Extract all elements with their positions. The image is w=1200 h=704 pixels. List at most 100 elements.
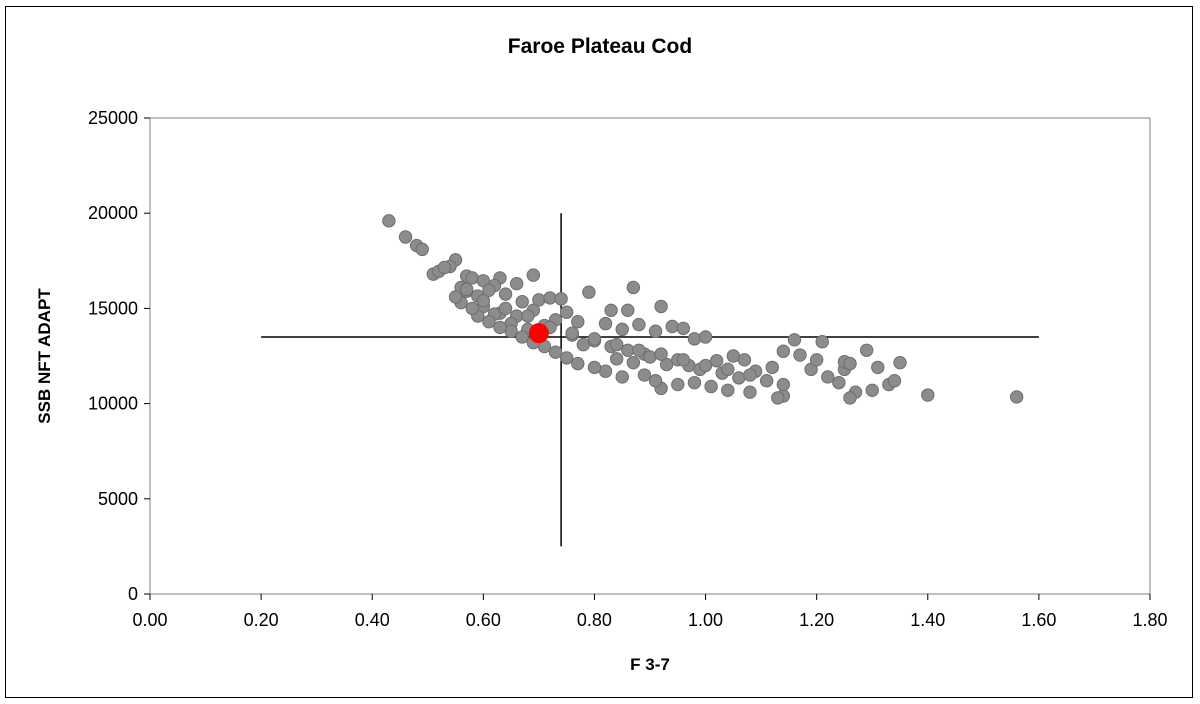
- data-point: [704, 379, 718, 394]
- data-point: [654, 299, 668, 314]
- data-point: [465, 301, 479, 316]
- y-tick-label: 10000: [88, 394, 138, 414]
- data-point: [526, 268, 541, 282]
- data-point: [448, 290, 463, 304]
- data-point: [576, 337, 591, 352]
- data-point: [598, 364, 613, 378]
- data-point: [632, 317, 646, 332]
- data-point: [548, 345, 563, 359]
- data-point: [482, 283, 496, 298]
- data-point: [615, 322, 629, 337]
- data-point: [609, 352, 624, 366]
- data-point: [632, 343, 646, 357]
- data-point: [793, 348, 807, 362]
- data-point: [437, 260, 452, 275]
- data-point: [776, 344, 791, 358]
- data-point: [726, 349, 741, 363]
- data-point: [721, 362, 735, 377]
- data-point: [671, 377, 685, 392]
- data-point: [459, 282, 474, 297]
- data-point: [482, 315, 496, 329]
- y-tick-label: 20000: [88, 203, 138, 223]
- data-point: [465, 271, 479, 285]
- data-point: [859, 343, 874, 357]
- data-point: [759, 374, 774, 388]
- data-point: [509, 276, 524, 291]
- x-tick-label: 1.60: [1021, 610, 1056, 630]
- data-point: [732, 371, 746, 385]
- data-point: [787, 333, 802, 347]
- data-point: [698, 358, 713, 373]
- y-tick-label: 25000: [88, 108, 138, 128]
- data-point: [659, 357, 674, 372]
- x-tick-label: 1.20: [799, 610, 834, 630]
- data-point: [687, 375, 702, 390]
- data-point: [571, 356, 585, 371]
- data-point: [709, 354, 724, 368]
- data-point: [615, 370, 629, 384]
- data-point: [621, 303, 635, 318]
- data-point: [515, 295, 529, 309]
- data-point: [587, 332, 602, 346]
- reference-lines: [261, 213, 1039, 547]
- data-point: [515, 330, 529, 344]
- x-tick-label: 1.40: [910, 610, 945, 630]
- data-point: [493, 320, 507, 335]
- data-point: [676, 321, 691, 336]
- data-point: [637, 368, 652, 382]
- data-points: [382, 214, 1024, 405]
- data-point: [626, 280, 641, 295]
- data-point: [698, 330, 713, 344]
- data-point: [648, 324, 663, 338]
- data-point: [1009, 390, 1024, 404]
- data-point: [648, 374, 663, 388]
- data-point: [737, 353, 752, 367]
- y-axis-title: SSB NFT ADAPT: [35, 288, 54, 424]
- data-point: [765, 360, 779, 375]
- data-point: [598, 316, 613, 331]
- data-point: [643, 350, 657, 364]
- y-tick-label: 5000: [98, 489, 138, 509]
- x-axis-title: F 3-7: [630, 655, 670, 674]
- data-point: [559, 305, 574, 319]
- data-point: [687, 332, 702, 346]
- estimate-point-group: [528, 323, 549, 344]
- chart-title: Faroe Plateau Cod: [508, 35, 692, 58]
- data-point: [821, 370, 835, 384]
- data-point: [504, 324, 518, 338]
- x-axis: 0.00 0.20 0.40 0.60 0.80 1.00 1.20 1.40 1.60 1.80: [132, 594, 1168, 630]
- data-point: [565, 326, 579, 340]
- data-point: [559, 351, 574, 365]
- data-point: [621, 343, 635, 357]
- data-point: [721, 383, 735, 397]
- data-point: [587, 360, 602, 375]
- data-point: [498, 301, 513, 316]
- data-point: [843, 356, 857, 371]
- x-tick-label: 0.00: [132, 610, 167, 630]
- y-tick-label: 15000: [88, 298, 138, 318]
- data-point: [609, 337, 624, 352]
- data-point: [832, 375, 846, 390]
- data-point: [604, 303, 618, 318]
- data-point: [521, 309, 535, 323]
- data-point: [654, 347, 668, 361]
- data-point: [571, 315, 585, 329]
- data-point: [743, 368, 757, 382]
- data-point: [743, 385, 757, 399]
- data-point: [676, 353, 691, 367]
- data-point: [776, 377, 791, 392]
- data-point: [626, 355, 641, 370]
- x-tick-label: 0.20: [244, 610, 279, 630]
- data-point: [415, 242, 429, 257]
- x-tick-label: 1.80: [1132, 610, 1167, 630]
- x-tick-label: 1.00: [688, 610, 723, 630]
- data-point: [498, 287, 513, 301]
- data-point: [809, 353, 824, 367]
- x-tick-label: 0.60: [466, 610, 501, 630]
- data-point: [921, 388, 935, 402]
- estimate-point: [528, 323, 549, 344]
- data-point: [843, 391, 857, 405]
- data-point: [771, 391, 785, 405]
- data-point: [554, 292, 568, 306]
